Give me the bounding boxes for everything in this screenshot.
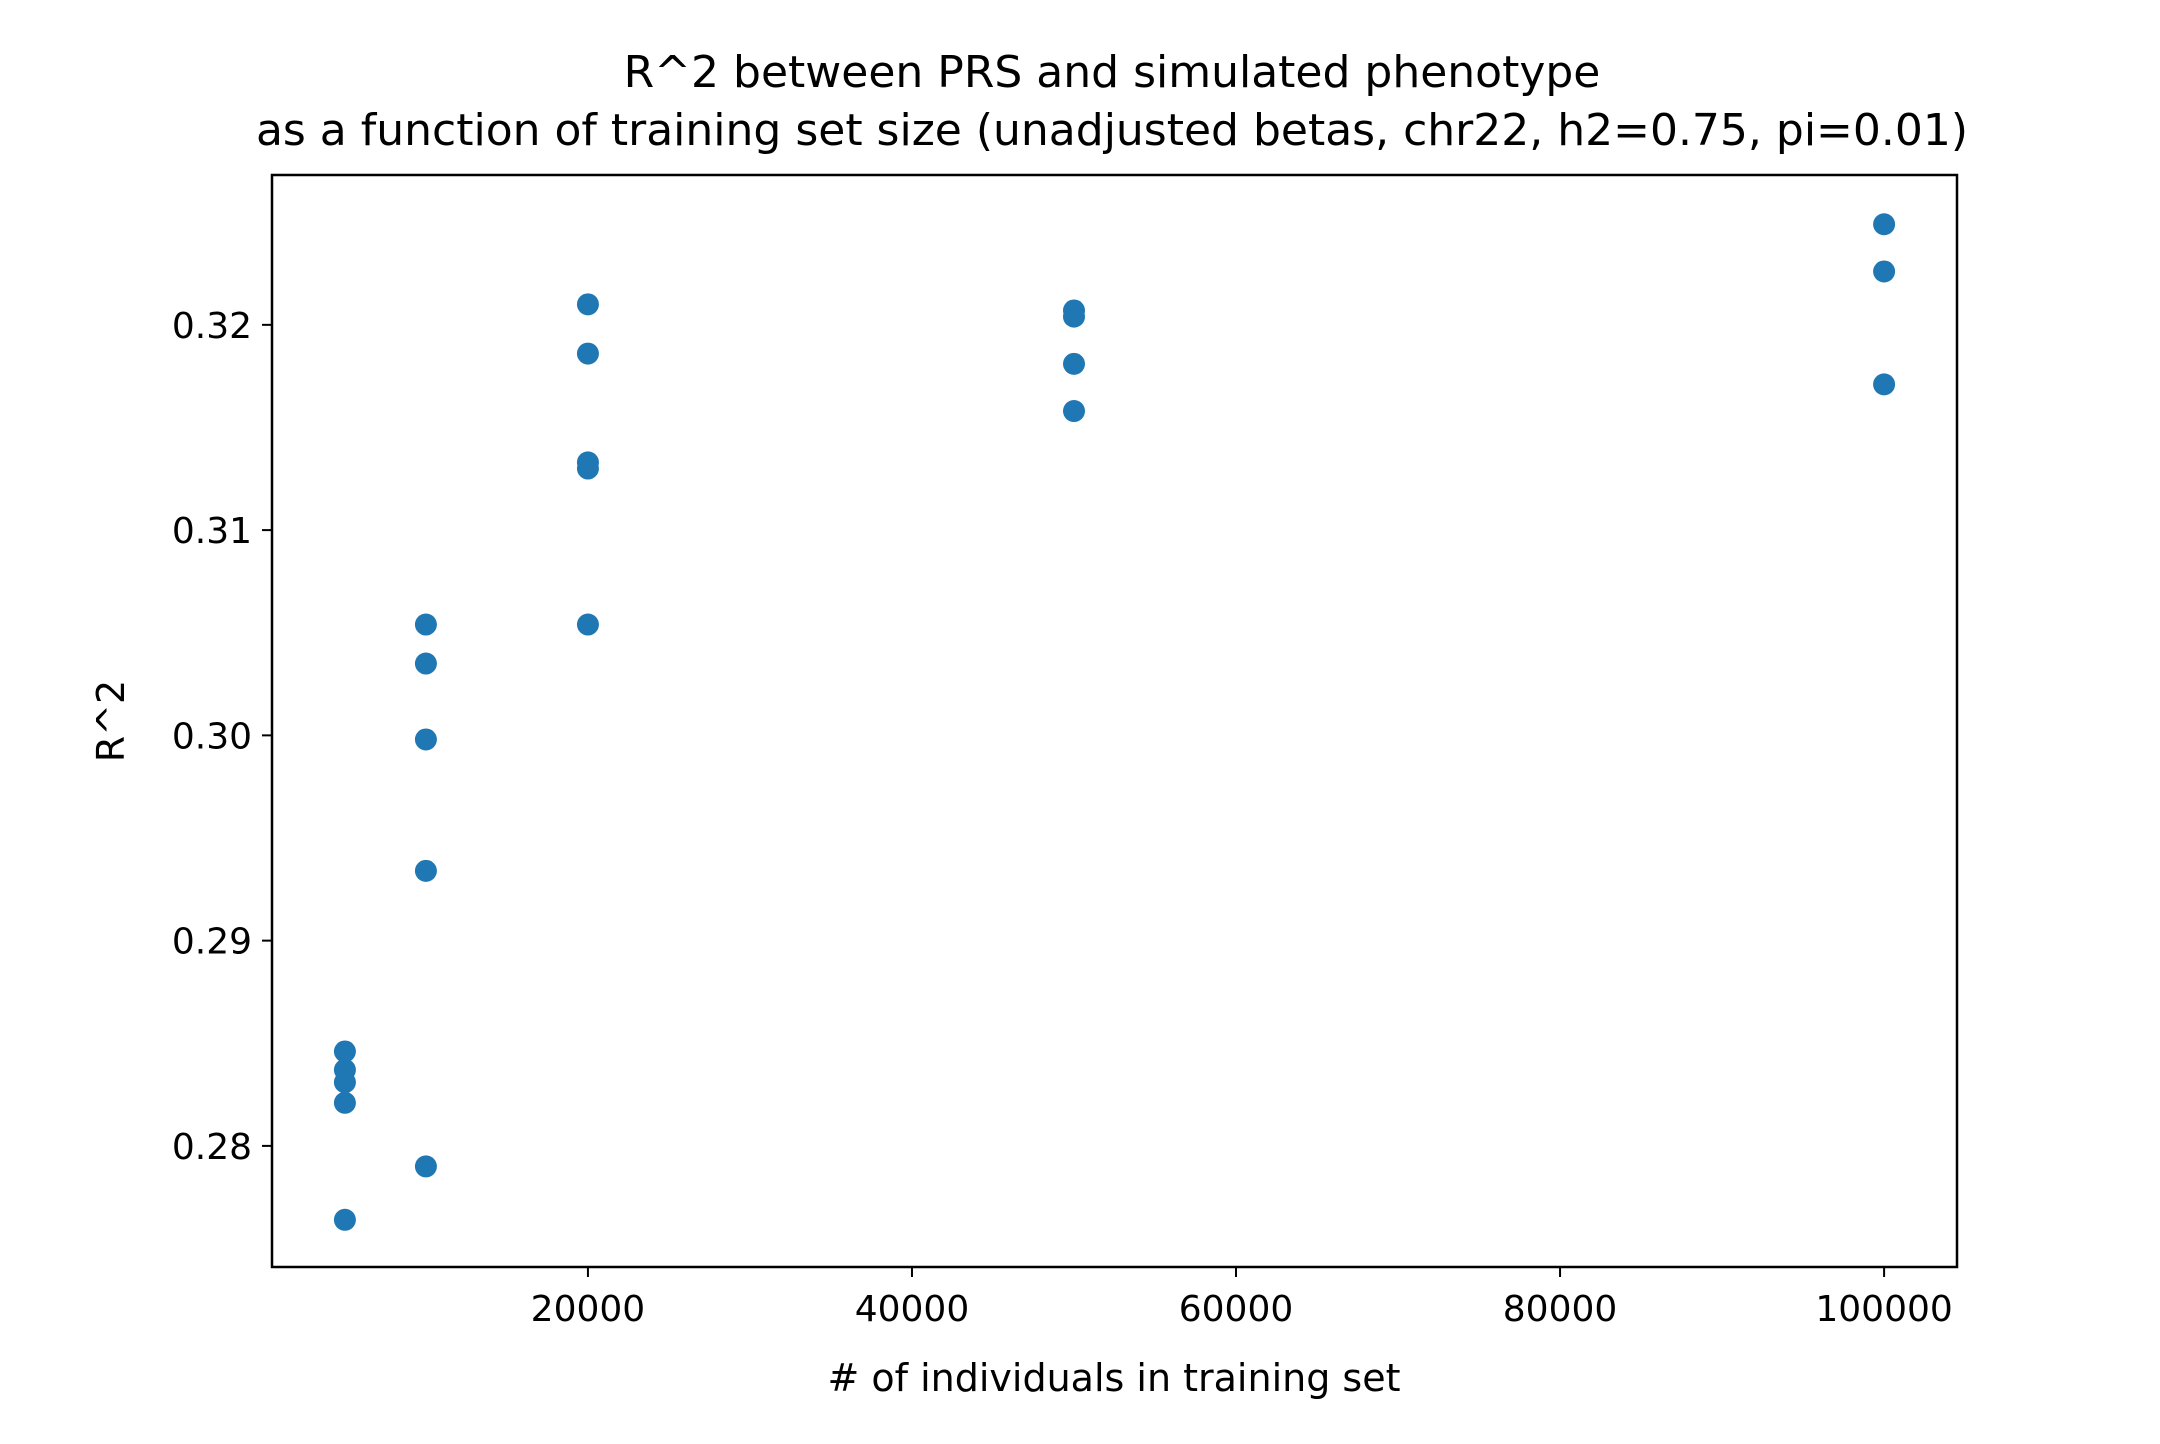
x-tick-label: 60000 — [1179, 1289, 1294, 1330]
data-point — [414, 728, 437, 751]
data-point — [1062, 400, 1085, 423]
y-tick-label: 0.31 — [172, 511, 252, 552]
chart-title: R^2 between PRS and simulated phenotype — [624, 47, 1601, 98]
x-axis-ticks: 20000 40000 60000 80000 100000 — [531, 1267, 1953, 1330]
x-axis-label: # of individuals in training set — [827, 1356, 1400, 1400]
data-point — [414, 652, 437, 675]
data-point — [576, 342, 599, 365]
y-tick-label: 0.32 — [172, 306, 252, 347]
y-tick-label: 0.29 — [172, 922, 252, 963]
data-point — [414, 1155, 437, 1178]
y-tick-label: 0.30 — [172, 716, 252, 757]
data-point — [414, 859, 437, 882]
data-point — [1062, 305, 1085, 328]
data-point — [1873, 260, 1896, 283]
x-tick-label: 100000 — [1815, 1289, 1952, 1330]
data-point — [1873, 373, 1896, 396]
data-point — [576, 293, 599, 316]
data-point — [576, 613, 599, 636]
data-point — [1873, 213, 1896, 236]
chart-subtitle: as a function of training set size (unad… — [256, 105, 1968, 156]
y-axis-ticks: 0.28 0.29 0.30 0.31 0.32 — [172, 306, 272, 1168]
data-points — [333, 213, 1896, 1231]
data-point — [333, 1071, 356, 1094]
x-tick-label: 20000 — [531, 1289, 646, 1330]
x-tick-label: 40000 — [855, 1289, 970, 1330]
data-point — [1062, 352, 1085, 375]
x-tick-label: 80000 — [1503, 1289, 1618, 1330]
data-point — [333, 1040, 356, 1063]
y-axis-label: R^2 — [89, 680, 133, 762]
data-point — [333, 1091, 356, 1114]
data-point — [333, 1208, 356, 1231]
data-point — [414, 613, 437, 636]
plot-area-frame — [270, 173, 1959, 1269]
data-point — [576, 457, 599, 480]
y-tick-label: 0.28 — [172, 1127, 252, 1168]
